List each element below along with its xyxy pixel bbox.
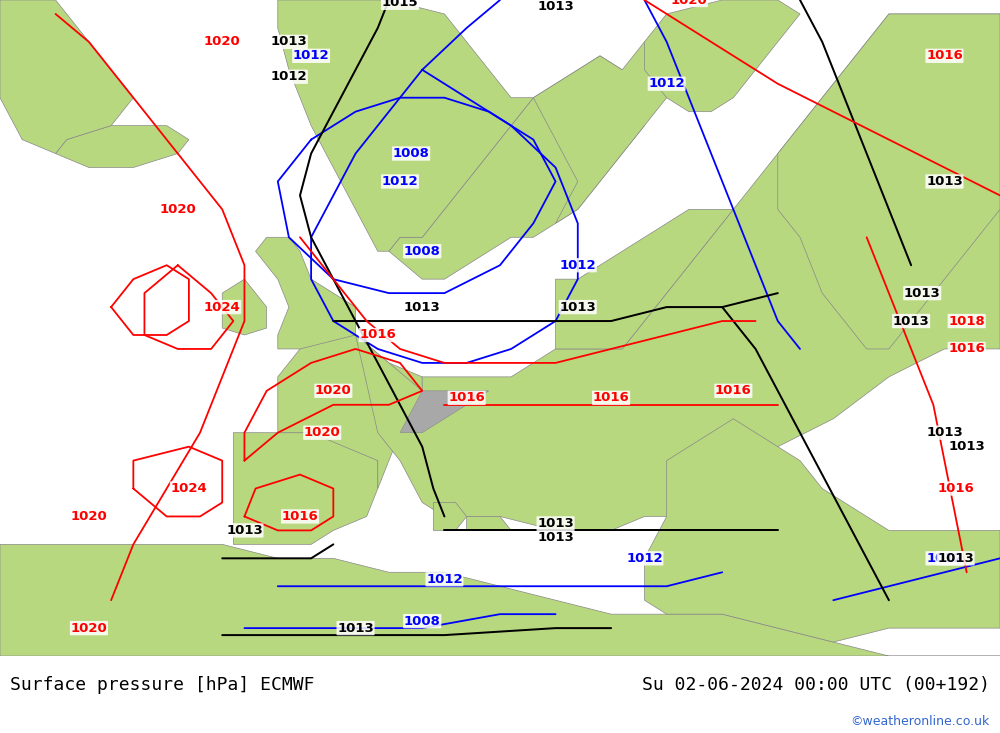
Text: 1013: 1013 <box>404 301 441 314</box>
Text: 1016: 1016 <box>359 328 396 342</box>
Polygon shape <box>389 56 644 279</box>
Text: 1013: 1013 <box>559 301 596 314</box>
Text: ©weatheronline.co.uk: ©weatheronline.co.uk <box>851 715 990 728</box>
Polygon shape <box>400 391 489 432</box>
Polygon shape <box>356 14 1000 531</box>
Text: 1013: 1013 <box>537 531 574 544</box>
Text: 1012: 1012 <box>426 572 463 586</box>
Text: 1024: 1024 <box>171 482 207 495</box>
Text: 1013: 1013 <box>226 524 263 537</box>
Text: 1016: 1016 <box>937 482 974 495</box>
Text: 1016: 1016 <box>448 391 485 405</box>
Text: 1016: 1016 <box>715 384 752 397</box>
Text: 1013: 1013 <box>948 440 985 453</box>
Polygon shape <box>0 545 1000 656</box>
Polygon shape <box>533 42 689 224</box>
Text: 1013: 1013 <box>926 426 963 439</box>
Polygon shape <box>56 125 189 168</box>
Polygon shape <box>233 432 378 545</box>
Polygon shape <box>556 210 733 349</box>
Text: Surface pressure [hPa] ECMWF: Surface pressure [hPa] ECMWF <box>10 677 314 694</box>
Text: Su 02-06-2024 00:00 UTC (00+192): Su 02-06-2024 00:00 UTC (00+192) <box>642 677 990 694</box>
Text: 1020: 1020 <box>671 0 707 7</box>
Text: 1013: 1013 <box>537 1 574 13</box>
Text: 1013: 1013 <box>926 175 963 188</box>
Text: 1016: 1016 <box>593 391 629 405</box>
Text: 1008: 1008 <box>393 147 430 160</box>
Text: 1016: 1016 <box>948 342 985 356</box>
Polygon shape <box>433 503 467 531</box>
Polygon shape <box>644 0 800 111</box>
Text: 1013: 1013 <box>271 35 307 48</box>
Text: 1008: 1008 <box>404 615 441 627</box>
Polygon shape <box>0 0 133 153</box>
Text: 1015: 1015 <box>382 0 418 10</box>
Text: 1012: 1012 <box>626 552 663 565</box>
Text: 1012: 1012 <box>382 175 418 188</box>
Text: 1020: 1020 <box>159 203 196 216</box>
Text: 1012: 1012 <box>559 259 596 272</box>
Polygon shape <box>278 0 533 251</box>
Polygon shape <box>256 237 356 349</box>
Text: 1016: 1016 <box>282 510 318 523</box>
Polygon shape <box>222 279 267 335</box>
Polygon shape <box>644 419 1000 642</box>
Text: 1013: 1013 <box>904 287 941 300</box>
Polygon shape <box>467 517 511 531</box>
Text: 1020: 1020 <box>71 622 107 635</box>
Text: 1012: 1012 <box>293 49 329 62</box>
Text: 1012: 1012 <box>926 552 963 565</box>
Text: 1012: 1012 <box>271 70 307 84</box>
Text: 1013: 1013 <box>337 622 374 635</box>
Polygon shape <box>778 14 1000 349</box>
Polygon shape <box>278 335 422 488</box>
Text: 1018: 1018 <box>948 314 985 328</box>
Text: 1016: 1016 <box>926 49 963 62</box>
Text: 1020: 1020 <box>304 426 341 439</box>
Text: 1013: 1013 <box>537 517 574 530</box>
Text: 1020: 1020 <box>315 384 352 397</box>
Text: 1012: 1012 <box>648 77 685 90</box>
Text: 1024: 1024 <box>204 301 241 314</box>
Text: 1020: 1020 <box>71 510 107 523</box>
Text: 1013: 1013 <box>937 552 974 565</box>
Text: 1008: 1008 <box>404 245 441 258</box>
Text: 1020: 1020 <box>204 35 241 48</box>
Text: 1013: 1013 <box>893 314 929 328</box>
